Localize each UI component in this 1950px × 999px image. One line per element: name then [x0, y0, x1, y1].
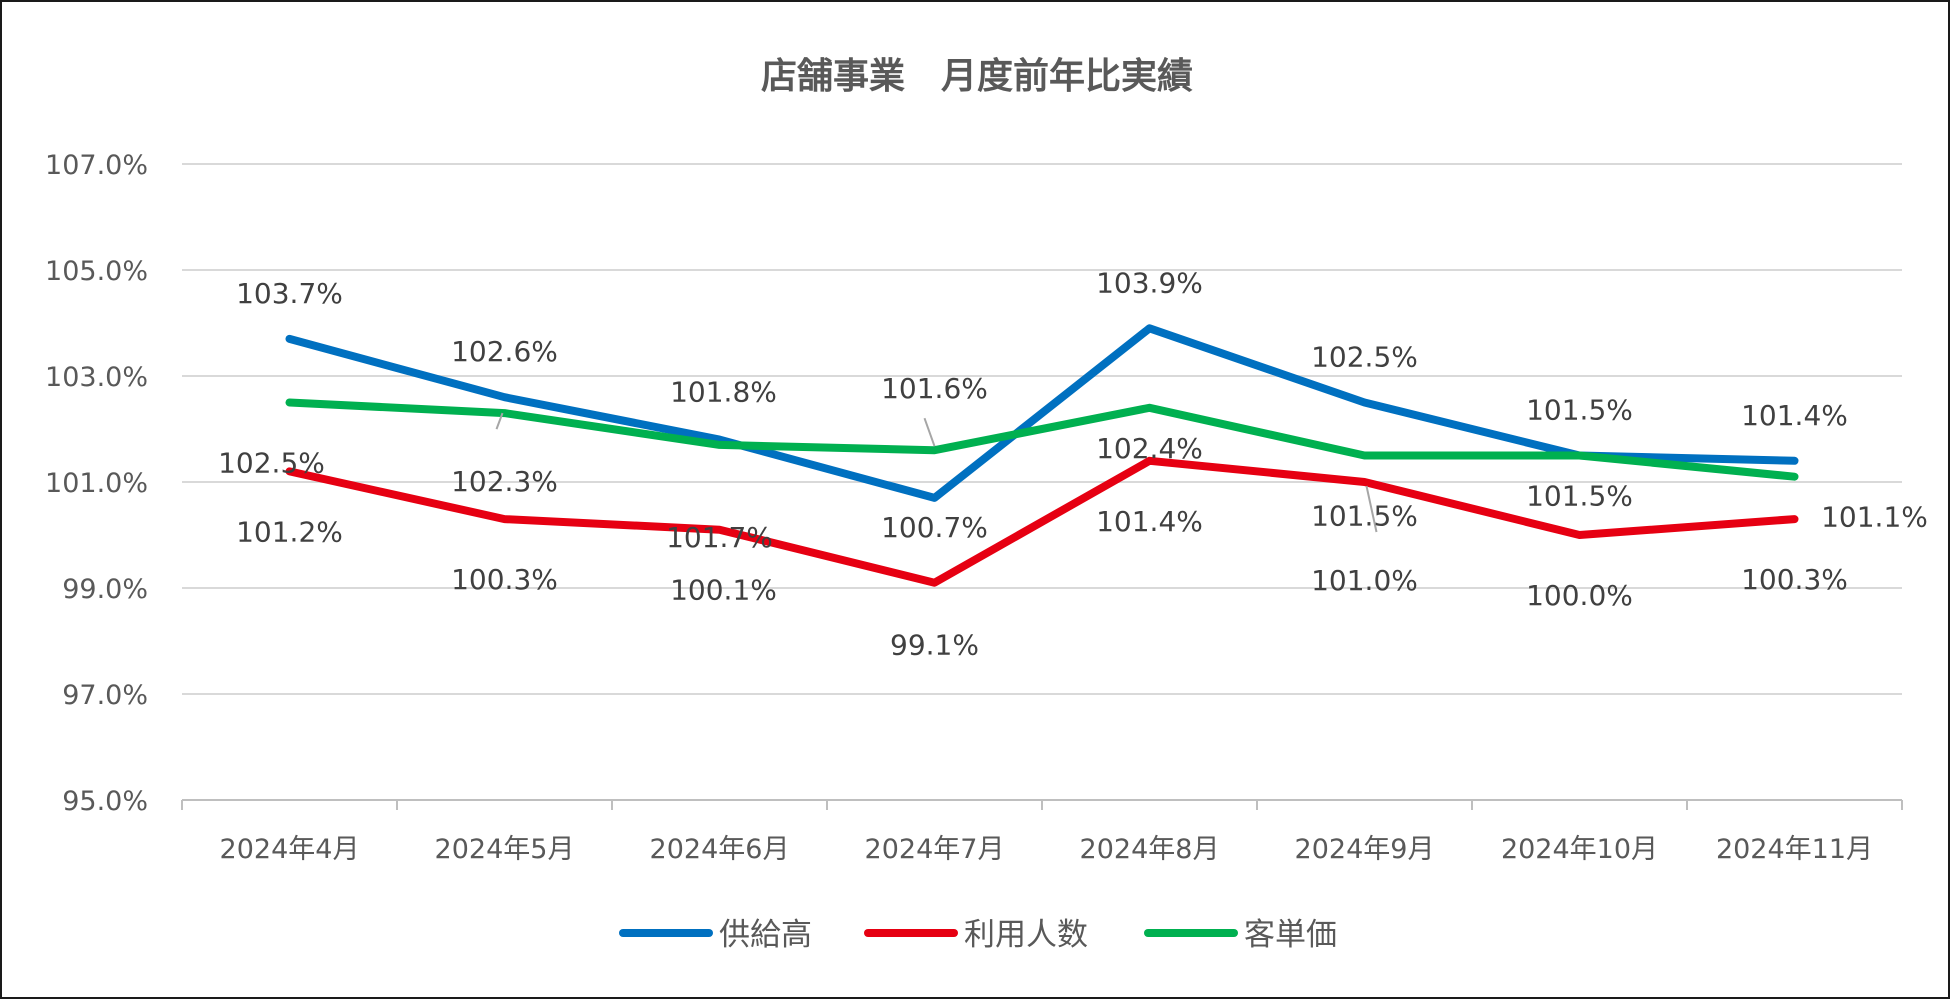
- data-label: 101.5%: [1526, 480, 1633, 513]
- x-tick-label: 2024年6月: [650, 834, 790, 865]
- data-label: 101.6%: [881, 372, 988, 405]
- data-label: 101.0%: [1311, 564, 1418, 597]
- y-tick-label: 103.0%: [45, 362, 148, 393]
- x-tick-label: 2024年9月: [1295, 834, 1435, 865]
- data-label: 103.9%: [1096, 266, 1203, 299]
- y-tick-label: 107.0%: [45, 150, 148, 181]
- data-label: 102.6%: [451, 335, 558, 368]
- data-labels: 103.7% 102.6% 101.8% 100.7% 103.9% 102.5% 101.…: [218, 266, 1928, 661]
- data-label: 101.4%: [1096, 505, 1203, 538]
- chart-title: 店舗事業 月度前年比実績: [761, 56, 1193, 97]
- x-tick-label: 2024年5月: [435, 834, 575, 865]
- series-line-2: [285, 456, 1799, 587]
- label-leader-lines: [495, 412, 1378, 533]
- legend-label: 利用人数: [964, 917, 1088, 953]
- data-label: 100.3%: [451, 563, 558, 596]
- legend: 供給高 利用人数 客単価: [619, 917, 1337, 953]
- data-label: 101.7%: [666, 521, 773, 554]
- data-label: 102.3%: [451, 465, 558, 498]
- data-label: 102.5%: [218, 447, 325, 480]
- x-axis-tick-labels: 2024年4月 2024年5月 2024年6月 2024年7月 2024年8月 2024年…: [220, 834, 1873, 865]
- data-label: 100.1%: [670, 574, 777, 607]
- data-label: 101.2%: [236, 515, 343, 548]
- data-label: 101.4%: [1741, 399, 1848, 432]
- leader-line: [1365, 485, 1378, 533]
- data-label: 99.1%: [890, 629, 979, 662]
- series-lines: [285, 324, 1799, 587]
- data-label: 102.5%: [1311, 341, 1418, 374]
- data-label: 100.0%: [1526, 579, 1633, 612]
- x-tick-label: 2024年4月: [220, 834, 360, 865]
- data-label: 100.3%: [1741, 563, 1848, 596]
- y-tick-label: 99.0%: [62, 574, 148, 605]
- x-tick-label: 2024年10月: [1501, 834, 1658, 865]
- data-label: 101.1%: [1821, 501, 1928, 534]
- y-tick-label: 97.0%: [62, 680, 148, 711]
- data-label: 101.8%: [670, 376, 777, 409]
- y-axis-tick-labels: 95.0% 97.0% 99.0% 101.0% 103.0% 105.0% 107.0%: [45, 150, 148, 817]
- data-label: 102.4%: [1096, 432, 1203, 465]
- data-label: 101.5%: [1526, 394, 1633, 427]
- data-label: 101.5%: [1311, 500, 1418, 533]
- series-line-3: [285, 398, 1799, 481]
- y-tick-label: 95.0%: [62, 786, 148, 817]
- y-tick-label: 101.0%: [45, 468, 148, 499]
- legend-label: 客単価: [1244, 917, 1337, 953]
- x-tick-label: 2024年7月: [865, 834, 1005, 865]
- leader-line: [923, 417, 936, 447]
- legend-label: 供給高: [719, 917, 812, 953]
- x-tick-label: 2024年8月: [1080, 834, 1220, 865]
- data-label: 103.7%: [236, 277, 343, 310]
- data-label: 100.7%: [881, 511, 988, 544]
- y-tick-label: 105.0%: [45, 256, 148, 287]
- x-tick-label: 2024年11月: [1716, 834, 1873, 865]
- gridlines: [182, 163, 1902, 695]
- leader-line: [495, 412, 504, 430]
- series-line-1: [285, 324, 1799, 502]
- x-axis: [181, 799, 1903, 810]
